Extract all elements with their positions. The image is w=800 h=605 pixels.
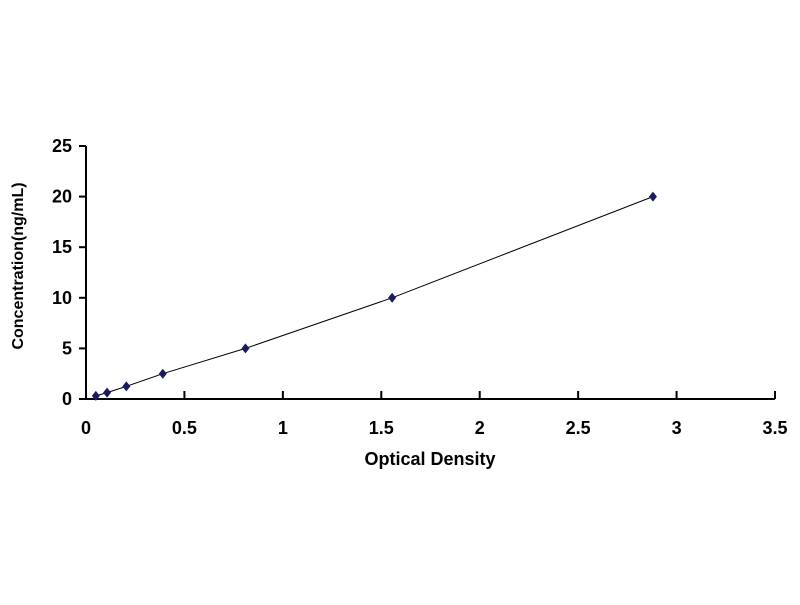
x-axis-label: Optical Density [364, 449, 495, 469]
x-tick-label: 1.5 [369, 418, 394, 438]
data-point [388, 292, 397, 303]
data-point [122, 381, 131, 392]
y-tick-label: 25 [52, 136, 72, 156]
y-tick-label: 10 [52, 288, 72, 308]
data-point [158, 368, 167, 379]
fit-curve [95, 196, 654, 397]
data-point [648, 191, 657, 202]
x-tick-label: 0 [81, 418, 91, 438]
y-tick-label: 5 [62, 338, 72, 358]
data-point [241, 343, 250, 354]
y-tick-label: 15 [52, 237, 72, 257]
data-point [103, 387, 112, 398]
y-tick-label: 0 [62, 389, 72, 409]
tick-labels: 0 0.5 1 1.5 2 2.5 3 3.5 0 5 10 15 20 25 [52, 136, 788, 438]
x-tick-label: 2 [475, 418, 485, 438]
y-axis-label: Concentration(ng/mL) [10, 182, 27, 349]
x-tick-label: 3.5 [762, 418, 787, 438]
data-points [91, 191, 657, 401]
x-tick-label: 2.5 [566, 418, 591, 438]
axes [79, 145, 776, 400]
data-point [91, 390, 100, 401]
x-tick-label: 0.5 [172, 418, 197, 438]
x-tick-label: 1 [278, 418, 288, 438]
y-tick-label: 20 [52, 187, 72, 207]
x-tick-label: 3 [672, 418, 682, 438]
